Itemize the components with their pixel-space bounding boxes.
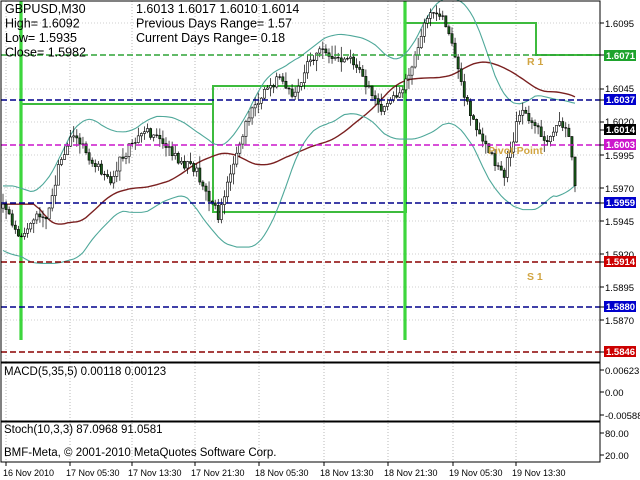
svg-text:GBPUSD,M30: GBPUSD,M30 <box>5 2 86 16</box>
svg-text:Stoch(10,3,3) 87.0968 91.0581: Stoch(10,3,3) 87.0968 91.0581 <box>4 424 163 436</box>
svg-text:1.6095: 1.6095 <box>605 19 634 30</box>
svg-text:1.6013 1.6017 1.6010 1.6014: 1.6013 1.6017 1.6010 1.6014 <box>136 2 299 16</box>
svg-text:Low= 1.5935: Low= 1.5935 <box>5 31 77 45</box>
svg-text:1.5870: 1.5870 <box>605 316 634 327</box>
svg-text:19 Nov 13:30: 19 Nov 13:30 <box>512 468 566 478</box>
svg-text:1.6071: 1.6071 <box>606 51 636 62</box>
svg-text:18 Nov 13:30: 18 Nov 13:30 <box>320 468 374 478</box>
svg-text:Close= 1.5982: Close= 1.5982 <box>5 46 86 60</box>
svg-text:17 Nov 21:30: 17 Nov 21:30 <box>191 468 245 478</box>
svg-text:Current Days Range= 0.18: Current Days Range= 0.18 <box>136 31 285 45</box>
svg-text:19 Nov 05:30: 19 Nov 05:30 <box>449 468 503 478</box>
svg-text:MACD(5,35,5) 0.00118 0.00123: MACD(5,35,5) 0.00118 0.00123 <box>4 366 166 378</box>
svg-text:18 Nov 21:30: 18 Nov 21:30 <box>384 468 438 478</box>
svg-text:1.5895: 1.5895 <box>605 283 634 294</box>
svg-text:1.5880: 1.5880 <box>606 302 635 313</box>
svg-text:1.5914: 1.5914 <box>606 257 636 268</box>
svg-text:1.5995: 1.5995 <box>605 151 634 162</box>
svg-text:1.6003: 1.6003 <box>606 140 635 151</box>
svg-text:1.6037: 1.6037 <box>606 95 635 106</box>
svg-text:Pivot Point: Pivot Point <box>488 145 543 157</box>
svg-text:20.00: 20.00 <box>605 451 629 462</box>
svg-text:0.00623: 0.00623 <box>605 366 639 377</box>
svg-text:1.5846: 1.5846 <box>606 347 635 358</box>
svg-text:0.00: 0.00 <box>605 388 624 399</box>
svg-text:BMF-Meta, © 2001-2010 MetaQuot: BMF-Meta, © 2001-2010 MetaQuotes Softwar… <box>4 447 276 459</box>
svg-text:80.00: 80.00 <box>605 429 629 440</box>
svg-text:Previous Days Range= 1.57: Previous Days Range= 1.57 <box>136 17 292 31</box>
svg-text:1.6045: 1.6045 <box>605 84 634 95</box>
svg-text:High= 1.6092: High= 1.6092 <box>5 17 80 31</box>
svg-text:18 Nov 05:30: 18 Nov 05:30 <box>255 468 309 478</box>
svg-text:1.5959: 1.5959 <box>606 198 635 209</box>
svg-text:1.6014: 1.6014 <box>606 125 636 136</box>
svg-text:17 Nov 05:30: 17 Nov 05:30 <box>66 468 120 478</box>
svg-text:S 1: S 1 <box>527 271 543 283</box>
svg-text:R 1: R 1 <box>527 56 544 68</box>
svg-text:1.5970: 1.5970 <box>605 184 634 195</box>
svg-text:-0.00588: -0.00588 <box>605 411 640 422</box>
svg-text:16 Nov 2010: 16 Nov 2010 <box>3 468 54 478</box>
svg-text:1.5945: 1.5945 <box>605 217 634 228</box>
svg-text:17 Nov 13:30: 17 Nov 13:30 <box>128 468 182 478</box>
